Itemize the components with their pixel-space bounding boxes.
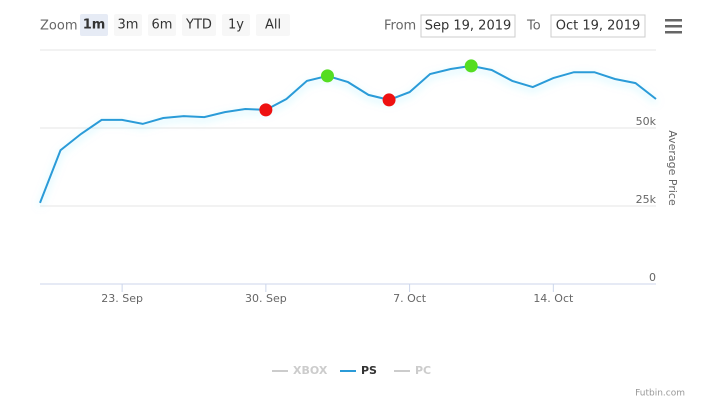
x-tick-label: 14. Oct — [533, 292, 574, 305]
to-label: To — [526, 19, 541, 34]
legend-label[interactable]: XBOX — [293, 364, 328, 377]
zoom-button-label[interactable]: YTD — [185, 18, 212, 33]
x-tick-label: 7. Oct — [393, 292, 427, 305]
zoom-button-label[interactable]: 1y — [228, 18, 244, 33]
zoom-button-label[interactable]: 3m — [118, 18, 139, 33]
event-marker — [320, 69, 334, 83]
zoom-button[interactable] — [148, 14, 176, 36]
to-input[interactable] — [550, 14, 646, 38]
from-label: From — [384, 19, 416, 34]
zoom-button[interactable] — [256, 14, 290, 36]
zoom-button-label[interactable]: All — [265, 18, 281, 33]
x-tick-label: 23. Sep — [101, 292, 143, 305]
legend-label[interactable]: PC — [415, 364, 431, 377]
legend-label[interactable]: PS — [361, 364, 377, 377]
zoom-button[interactable] — [182, 14, 216, 36]
zoom-button[interactable] — [80, 14, 108, 36]
event-marker — [259, 103, 273, 117]
from-input[interactable] — [420, 14, 516, 38]
x-tick-label: 30. Sep — [245, 292, 287, 305]
zoom-button-label[interactable]: 6m — [152, 18, 173, 33]
price-line — [39, 64, 657, 204]
menu-bar[interactable] — [665, 31, 682, 34]
from-date[interactable]: Sep 19, 2019 — [425, 19, 512, 34]
zoom-label: Zoom — [40, 19, 77, 34]
zoom-button[interactable] — [114, 14, 142, 36]
menu-button[interactable] — [665, 19, 682, 34]
zoom-button[interactable] — [222, 14, 250, 36]
event-marker — [382, 93, 396, 107]
y-tick-label: 0 — [649, 271, 656, 284]
credits: Futbin.com — [635, 389, 685, 399]
to-date[interactable]: Oct 19, 2019 — [556, 19, 641, 34]
y-tick-label: 50k — [636, 115, 657, 128]
event-marker — [464, 59, 478, 73]
y-tick-label: 25k — [636, 193, 657, 206]
menu-bar[interactable] — [665, 19, 682, 22]
menu-bar[interactable] — [665, 25, 682, 28]
zoom-button-label[interactable]: 1m — [83, 18, 106, 33]
y-axis-label: Average Price — [666, 130, 679, 206]
